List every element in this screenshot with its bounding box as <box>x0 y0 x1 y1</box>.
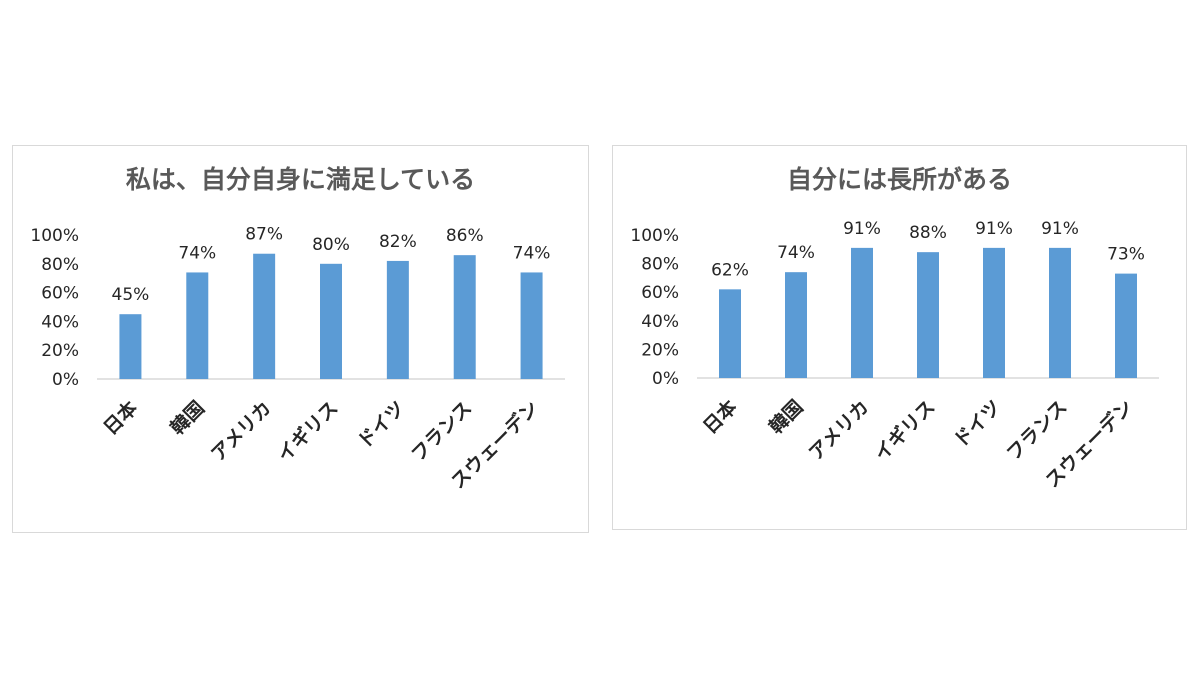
chart-title: 私は、自分自身に満足している <box>125 165 476 194</box>
y-tick-label: 80% <box>641 255 679 275</box>
data-label: 88% <box>909 223 947 243</box>
category-label: フランス <box>1003 396 1072 465</box>
y-tick-label: 60% <box>41 284 79 304</box>
chart-panel-strengths: 自分には長所がある 0% 20% 40% 60% 80% 100% 62% 日本 74% 韓国 91… <box>612 145 1187 530</box>
y-tick-label: 20% <box>41 341 79 361</box>
data-label: 74% <box>777 243 815 263</box>
data-label: 91% <box>975 219 1013 239</box>
bar <box>851 247 873 378</box>
chart-title: 自分には長所がある <box>786 165 1012 194</box>
bar <box>453 255 476 379</box>
bar <box>917 252 939 378</box>
bar <box>1049 247 1071 378</box>
y-tick-label: 40% <box>41 312 79 332</box>
category-label: ドイツ <box>354 397 410 453</box>
bar-chart-svg: 0% 20% 40% 60% 80% 100% 62% 日本 74% 韓国 91% アメリカ 88% イギ… <box>630 219 1159 492</box>
category-label: ドイツ <box>950 396 1006 452</box>
bar <box>186 272 209 379</box>
y-tick-label: 100% <box>630 226 679 246</box>
category-label: アメリカ <box>805 396 874 465</box>
category-label: イギリス <box>273 397 342 466</box>
data-label: 74% <box>513 243 551 263</box>
category-label: フランス <box>407 397 476 466</box>
data-label: 80% <box>312 235 350 255</box>
data-label: 45% <box>112 285 150 305</box>
data-label: 91% <box>843 219 881 239</box>
category-label: 韓国 <box>764 395 807 438</box>
bar <box>719 289 741 378</box>
data-label: 82% <box>379 232 417 252</box>
data-label: 87% <box>245 225 283 245</box>
bar <box>320 263 342 379</box>
bar <box>785 272 807 378</box>
category-label: 日本 <box>99 396 142 439</box>
y-tick-label: 60% <box>641 283 679 303</box>
bar <box>119 314 142 379</box>
bar <box>983 247 1005 378</box>
data-label: 73% <box>1107 245 1145 265</box>
y-tick-label: 100% <box>30 226 79 246</box>
data-label: 74% <box>178 243 216 263</box>
y-tick-label: 0% <box>52 370 79 390</box>
y-tick-label: 0% <box>652 369 679 389</box>
bar <box>253 253 276 379</box>
y-tick-label: 80% <box>41 255 79 275</box>
category-label: 日本 <box>698 395 741 438</box>
bar <box>520 272 543 379</box>
y-tick-label: 40% <box>641 312 679 332</box>
category-label: イギリス <box>870 396 939 465</box>
category-label: 韓国 <box>166 396 209 439</box>
bar-chart-svg: 0% 20% 40% 60% 80% 100% 45% 日本 74% 韓国 87% アメリカ 80% イギ… <box>30 225 565 493</box>
category-label: アメリカ <box>207 397 276 466</box>
chart-panel-self-satisfaction: 私は、自分自身に満足している 0% 20% 40% 60% 80% 100% 45% 日本 74… <box>12 145 589 533</box>
data-label: 86% <box>446 226 484 246</box>
data-label: 62% <box>711 260 749 280</box>
bar <box>386 260 409 379</box>
bar <box>1115 273 1137 378</box>
data-label: 91% <box>1041 219 1079 239</box>
y-tick-label: 20% <box>641 340 679 360</box>
